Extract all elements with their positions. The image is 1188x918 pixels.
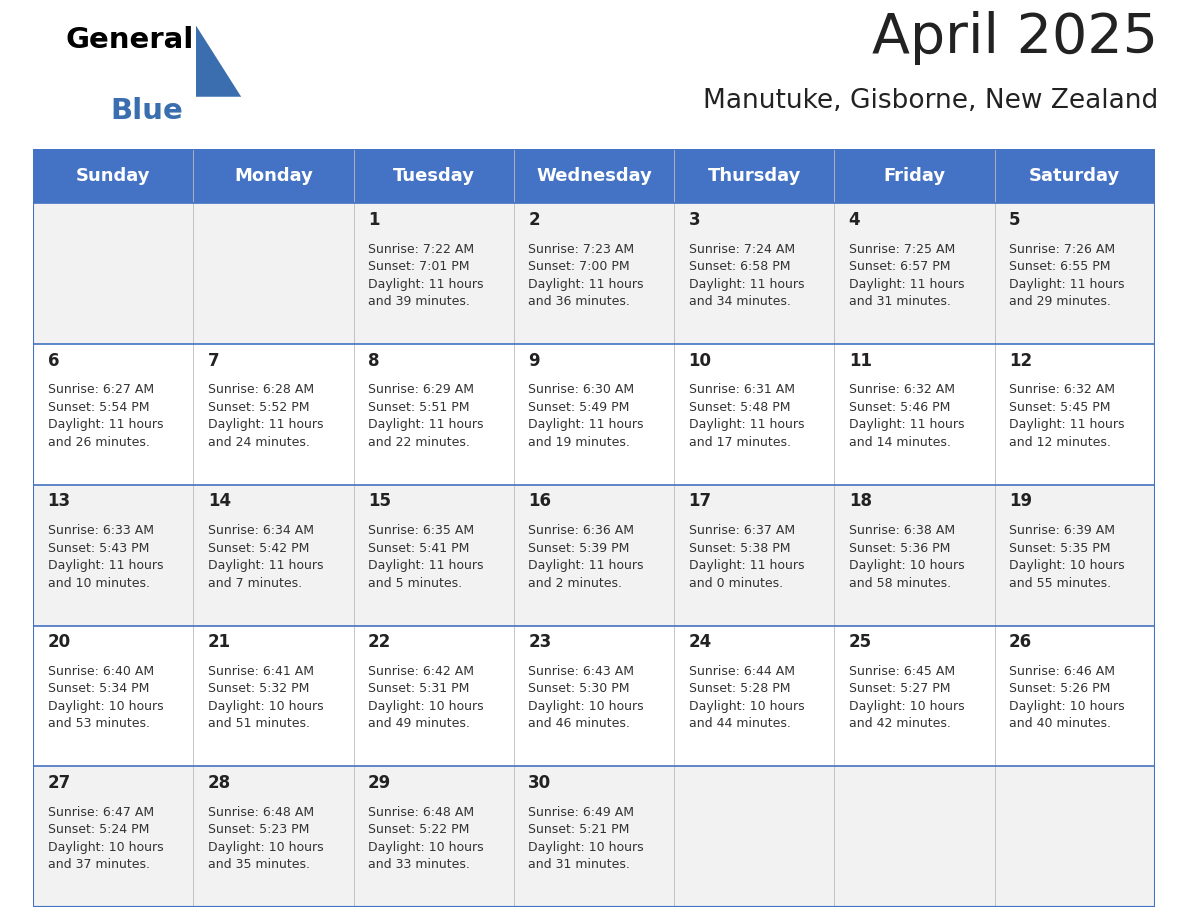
Text: Sunrise: 6:34 AM
Sunset: 5:42 PM
Daylight: 11 hours
and 7 minutes.: Sunrise: 6:34 AM Sunset: 5:42 PM Dayligh… <box>208 524 323 589</box>
Text: Manutuke, Gisborne, New Zealand: Manutuke, Gisborne, New Zealand <box>703 88 1158 114</box>
Bar <box>33 767 1155 907</box>
Polygon shape <box>196 26 241 96</box>
Text: 1: 1 <box>368 211 380 229</box>
Bar <box>33 203 1155 344</box>
Text: 12: 12 <box>1009 352 1032 370</box>
Text: Sunrise: 6:38 AM
Sunset: 5:36 PM
Daylight: 10 hours
and 58 minutes.: Sunrise: 6:38 AM Sunset: 5:36 PM Dayligh… <box>848 524 965 589</box>
Text: 8: 8 <box>368 352 380 370</box>
Text: Sunrise: 7:23 AM
Sunset: 7:00 PM
Daylight: 11 hours
and 36 minutes.: Sunrise: 7:23 AM Sunset: 7:00 PM Dayligh… <box>529 242 644 308</box>
Text: Friday: Friday <box>884 167 946 185</box>
Text: Sunrise: 7:24 AM
Sunset: 6:58 PM
Daylight: 11 hours
and 34 minutes.: Sunrise: 7:24 AM Sunset: 6:58 PM Dayligh… <box>689 242 804 308</box>
Text: 11: 11 <box>848 352 872 370</box>
Text: Sunrise: 6:44 AM
Sunset: 5:28 PM
Daylight: 10 hours
and 44 minutes.: Sunrise: 6:44 AM Sunset: 5:28 PM Dayligh… <box>689 665 804 731</box>
Text: Sunrise: 6:42 AM
Sunset: 5:31 PM
Daylight: 10 hours
and 49 minutes.: Sunrise: 6:42 AM Sunset: 5:31 PM Dayligh… <box>368 665 484 731</box>
Text: 14: 14 <box>208 492 230 510</box>
Text: Sunrise: 6:39 AM
Sunset: 5:35 PM
Daylight: 10 hours
and 55 minutes.: Sunrise: 6:39 AM Sunset: 5:35 PM Dayligh… <box>1009 524 1125 589</box>
Text: 18: 18 <box>848 492 872 510</box>
Text: 29: 29 <box>368 774 391 792</box>
Text: 17: 17 <box>689 492 712 510</box>
Text: Sunrise: 6:29 AM
Sunset: 5:51 PM
Daylight: 11 hours
and 22 minutes.: Sunrise: 6:29 AM Sunset: 5:51 PM Dayligh… <box>368 384 484 449</box>
Text: Sunrise: 6:49 AM
Sunset: 5:21 PM
Daylight: 10 hours
and 31 minutes.: Sunrise: 6:49 AM Sunset: 5:21 PM Dayligh… <box>529 806 644 871</box>
Text: 21: 21 <box>208 633 230 651</box>
Text: Sunrise: 6:47 AM
Sunset: 5:24 PM
Daylight: 10 hours
and 37 minutes.: Sunrise: 6:47 AM Sunset: 5:24 PM Dayligh… <box>48 806 163 871</box>
Text: Sunrise: 6:45 AM
Sunset: 5:27 PM
Daylight: 10 hours
and 42 minutes.: Sunrise: 6:45 AM Sunset: 5:27 PM Dayligh… <box>848 665 965 731</box>
Text: Sunrise: 6:40 AM
Sunset: 5:34 PM
Daylight: 10 hours
and 53 minutes.: Sunrise: 6:40 AM Sunset: 5:34 PM Dayligh… <box>48 665 163 731</box>
Text: 26: 26 <box>1009 633 1032 651</box>
Text: 27: 27 <box>48 774 71 792</box>
Text: General: General <box>65 26 194 53</box>
Text: Monday: Monday <box>234 167 312 185</box>
Text: 24: 24 <box>689 633 712 651</box>
Text: 25: 25 <box>848 633 872 651</box>
Text: 13: 13 <box>48 492 71 510</box>
Text: Saturday: Saturday <box>1029 167 1120 185</box>
Text: Sunrise: 6:35 AM
Sunset: 5:41 PM
Daylight: 11 hours
and 5 minutes.: Sunrise: 6:35 AM Sunset: 5:41 PM Dayligh… <box>368 524 484 589</box>
Text: Sunrise: 6:33 AM
Sunset: 5:43 PM
Daylight: 11 hours
and 10 minutes.: Sunrise: 6:33 AM Sunset: 5:43 PM Dayligh… <box>48 524 163 589</box>
Bar <box>33 625 1155 767</box>
Text: Sunrise: 7:22 AM
Sunset: 7:01 PM
Daylight: 11 hours
and 39 minutes.: Sunrise: 7:22 AM Sunset: 7:01 PM Dayligh… <box>368 242 484 308</box>
Text: 19: 19 <box>1009 492 1032 510</box>
Text: Sunrise: 6:32 AM
Sunset: 5:45 PM
Daylight: 11 hours
and 12 minutes.: Sunrise: 6:32 AM Sunset: 5:45 PM Dayligh… <box>1009 384 1125 449</box>
Text: 4: 4 <box>848 211 860 229</box>
Text: 2: 2 <box>529 211 539 229</box>
Text: 20: 20 <box>48 633 71 651</box>
Text: Sunrise: 6:28 AM
Sunset: 5:52 PM
Daylight: 11 hours
and 24 minutes.: Sunrise: 6:28 AM Sunset: 5:52 PM Dayligh… <box>208 384 323 449</box>
Bar <box>33 485 1155 625</box>
Text: Sunrise: 6:36 AM
Sunset: 5:39 PM
Daylight: 11 hours
and 2 minutes.: Sunrise: 6:36 AM Sunset: 5:39 PM Dayligh… <box>529 524 644 589</box>
Text: Sunrise: 6:37 AM
Sunset: 5:38 PM
Daylight: 11 hours
and 0 minutes.: Sunrise: 6:37 AM Sunset: 5:38 PM Dayligh… <box>689 524 804 589</box>
Text: Sunday: Sunday <box>76 167 151 185</box>
Text: Sunrise: 6:31 AM
Sunset: 5:48 PM
Daylight: 11 hours
and 17 minutes.: Sunrise: 6:31 AM Sunset: 5:48 PM Dayligh… <box>689 384 804 449</box>
Text: 3: 3 <box>689 211 700 229</box>
Text: 23: 23 <box>529 633 551 651</box>
Text: 22: 22 <box>368 633 391 651</box>
Text: Sunrise: 6:41 AM
Sunset: 5:32 PM
Daylight: 10 hours
and 51 minutes.: Sunrise: 6:41 AM Sunset: 5:32 PM Dayligh… <box>208 665 323 731</box>
Text: 10: 10 <box>689 352 712 370</box>
Text: 16: 16 <box>529 492 551 510</box>
Text: Thursday: Thursday <box>708 167 801 185</box>
Text: 28: 28 <box>208 774 230 792</box>
Text: Sunrise: 6:46 AM
Sunset: 5:26 PM
Daylight: 10 hours
and 40 minutes.: Sunrise: 6:46 AM Sunset: 5:26 PM Dayligh… <box>1009 665 1125 731</box>
Text: April 2025: April 2025 <box>872 11 1158 65</box>
Text: Sunrise: 7:25 AM
Sunset: 6:57 PM
Daylight: 11 hours
and 31 minutes.: Sunrise: 7:25 AM Sunset: 6:57 PM Dayligh… <box>848 242 965 308</box>
Text: Sunrise: 7:26 AM
Sunset: 6:55 PM
Daylight: 11 hours
and 29 minutes.: Sunrise: 7:26 AM Sunset: 6:55 PM Dayligh… <box>1009 242 1125 308</box>
Text: Sunrise: 6:48 AM
Sunset: 5:22 PM
Daylight: 10 hours
and 33 minutes.: Sunrise: 6:48 AM Sunset: 5:22 PM Dayligh… <box>368 806 484 871</box>
Text: Tuesday: Tuesday <box>393 167 475 185</box>
Text: 6: 6 <box>48 352 59 370</box>
Text: 9: 9 <box>529 352 539 370</box>
Text: Sunrise: 6:27 AM
Sunset: 5:54 PM
Daylight: 11 hours
and 26 minutes.: Sunrise: 6:27 AM Sunset: 5:54 PM Dayligh… <box>48 384 163 449</box>
Bar <box>33 149 1155 203</box>
Text: Blue: Blue <box>110 96 183 125</box>
Text: 7: 7 <box>208 352 220 370</box>
Text: Sunrise: 6:30 AM
Sunset: 5:49 PM
Daylight: 11 hours
and 19 minutes.: Sunrise: 6:30 AM Sunset: 5:49 PM Dayligh… <box>529 384 644 449</box>
Text: 15: 15 <box>368 492 391 510</box>
Bar <box>33 344 1155 485</box>
Text: 5: 5 <box>1009 211 1020 229</box>
Text: Wednesday: Wednesday <box>536 167 652 185</box>
Text: Sunrise: 6:32 AM
Sunset: 5:46 PM
Daylight: 11 hours
and 14 minutes.: Sunrise: 6:32 AM Sunset: 5:46 PM Dayligh… <box>848 384 965 449</box>
Text: Sunrise: 6:43 AM
Sunset: 5:30 PM
Daylight: 10 hours
and 46 minutes.: Sunrise: 6:43 AM Sunset: 5:30 PM Dayligh… <box>529 665 644 731</box>
Text: Sunrise: 6:48 AM
Sunset: 5:23 PM
Daylight: 10 hours
and 35 minutes.: Sunrise: 6:48 AM Sunset: 5:23 PM Dayligh… <box>208 806 323 871</box>
Text: 30: 30 <box>529 774 551 792</box>
